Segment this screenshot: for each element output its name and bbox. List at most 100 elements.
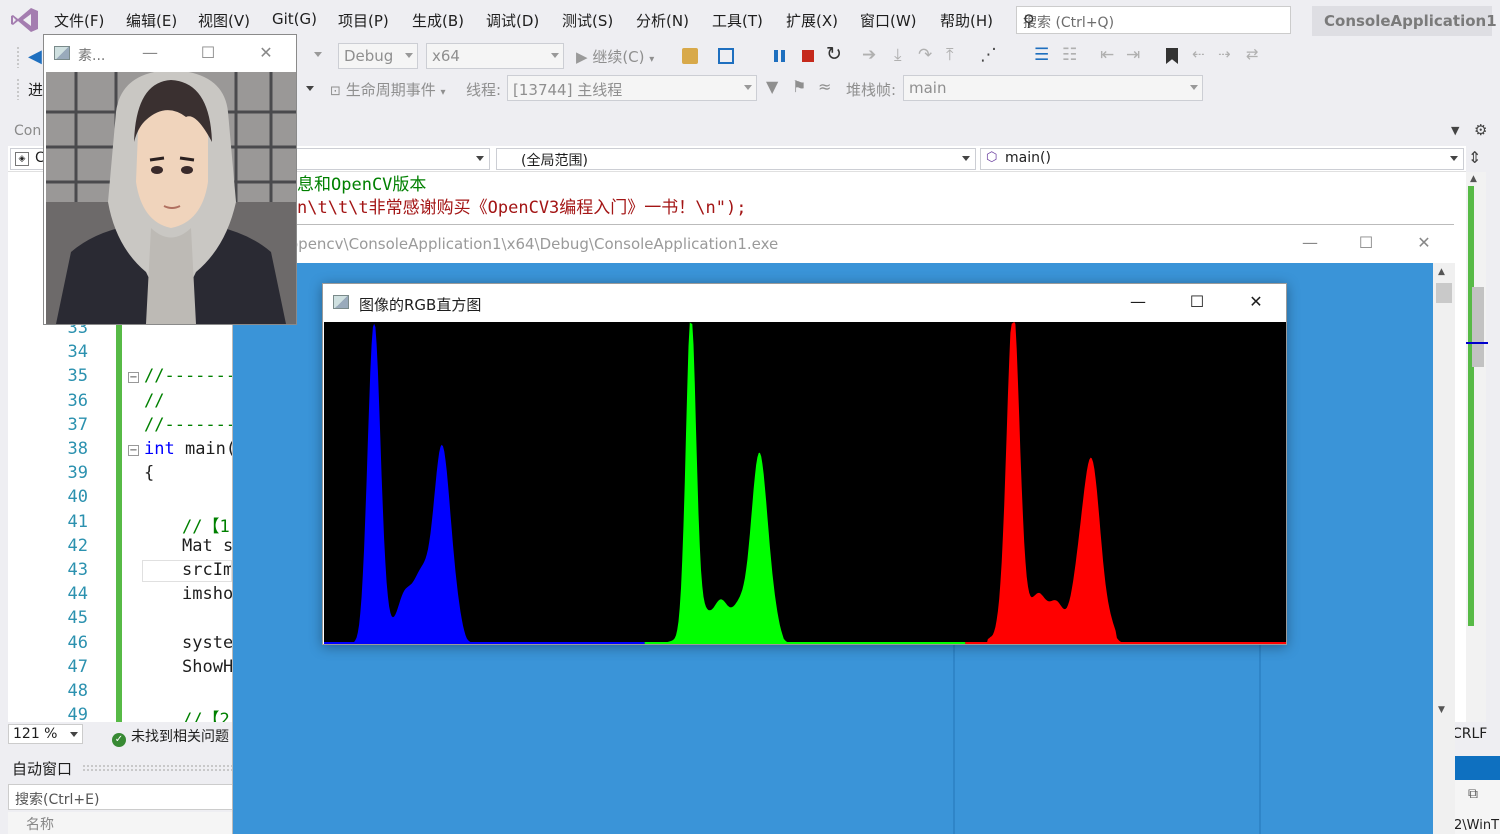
line-number: 39 [67, 463, 88, 484]
code-line-fragment: 息和OpenCV版本 [297, 175, 427, 195]
menu-item[interactable]: 项目(P) [338, 12, 389, 30]
autos-search-input[interactable]: 搜索(Ctrl+E) [8, 784, 234, 810]
right-panel-content [1454, 780, 1500, 834]
histogram-window[interactable]: 图像的RGB直方图 — ☐ ✕ [322, 283, 1287, 645]
visual-studio-logo-icon[interactable] [10, 6, 40, 34]
menu-item[interactable]: 分析(N) [636, 12, 689, 30]
console-divider [1259, 643, 1261, 834]
filter-icon[interactable]: ▼ [766, 77, 779, 96]
next-bookmark-icon[interactable]: ⇢ [1218, 45, 1231, 63]
fold-toggle-icon[interactable]: − [128, 372, 139, 384]
member-nav-value: main() [1005, 150, 1051, 166]
restart-icon[interactable]: ↻ [826, 43, 842, 65]
find-icon[interactable] [682, 48, 698, 64]
hot-reload-icon[interactable] [718, 48, 734, 64]
scroll-thumb[interactable] [1436, 283, 1452, 303]
step-out-icon[interactable]: ⤒ [946, 45, 954, 65]
code-line: //【1 [182, 516, 230, 537]
close-button[interactable]: ✕ [1417, 233, 1431, 252]
uncomment-icon[interactable]: ☷ [1062, 45, 1078, 65]
config-select[interactable]: Debug [338, 43, 418, 69]
menu-item[interactable]: 帮助(H) [940, 12, 993, 30]
line-number: 43 [67, 560, 88, 580]
zoom-select[interactable]: 121 % [8, 724, 83, 744]
show-next-statement-icon[interactable]: ➔ [862, 45, 877, 65]
menu-item[interactable]: 视图(V) [198, 12, 250, 30]
console-title-bar[interactable]: opencv\ConsoleApplication1\x64\Debug\Con… [233, 225, 1455, 263]
menu-item[interactable]: 文件(F) [54, 12, 105, 30]
threads-icon[interactable]: ≈ [818, 77, 832, 96]
platform-select[interactable]: x64 [426, 43, 564, 69]
search-icon: ⚲ [1023, 11, 1035, 30]
source-image-window[interactable]: 素... — ☐ ✕ [43, 34, 297, 325]
source-window-title-bar[interactable]: 素... — ☐ ✕ [44, 35, 296, 72]
menu-item[interactable]: 生成(B) [412, 12, 464, 30]
maximize-button[interactable]: ☐ [1189, 292, 1205, 311]
outdent-icon[interactable]: ⇥ [1126, 45, 1141, 65]
autos-grip[interactable] [82, 764, 232, 772]
histogram-window-title: 图像的RGB直方图 [359, 296, 482, 314]
clear-bookmarks-icon[interactable]: ⇄ [1246, 45, 1259, 63]
lifecycle-events-button[interactable]: ⊡ 生命周期事件 ▾ [330, 79, 446, 100]
right-panel-tab[interactable] [1454, 756, 1500, 780]
menu-item[interactable]: 工具(T) [712, 12, 763, 30]
scroll-up-icon[interactable]: ▲ [1470, 174, 1477, 184]
close-button[interactable]: ✕ [1249, 292, 1263, 311]
debug-location-toolbar: 进 ⊡ 生命周期事件 ▾ 线程: [13744] 主线程 ▼ ⚑ ≈ 堆栈帧: … [0, 72, 1500, 104]
scope-nav-select[interactable]: (全局范围) [496, 148, 976, 170]
chevron-down-icon[interactable] [314, 52, 322, 57]
maximize-button[interactable]: ☐ [200, 43, 216, 62]
gear-icon[interactable]: ⚙ [1474, 121, 1488, 139]
menu-item[interactable]: 测试(S) [562, 12, 614, 30]
line-number: 45 [67, 608, 88, 629]
editor-vertical-scrollbar[interactable]: ▲ [1466, 172, 1488, 722]
indent-icon[interactable]: ⇤ [1100, 45, 1115, 65]
stop-icon[interactable] [802, 50, 814, 62]
menu-item[interactable]: 调试(D) [486, 12, 540, 30]
bookmark-icon[interactable] [1166, 48, 1178, 64]
scroll-up-icon[interactable]: ▲ [1438, 267, 1445, 277]
config-value: Debug [344, 47, 394, 65]
search-input[interactable]: 搜索 (Ctrl+Q) ⚲ [1016, 6, 1291, 34]
hex-display-icon[interactable]: ⋰ [980, 45, 997, 65]
close-button[interactable]: ✕ [259, 43, 273, 62]
line-number: 48 [67, 681, 88, 701]
minimize-button[interactable]: — [1302, 233, 1318, 252]
issues-indicator[interactable]: ✓ 未找到相关问题 [112, 726, 229, 747]
menu-item[interactable]: 扩展(X) [786, 12, 838, 30]
histogram-title-bar[interactable]: 图像的RGB直方图 — ☐ ✕ [323, 284, 1286, 322]
prev-bookmark-icon[interactable]: ⇠ [1192, 45, 1205, 63]
step-over-icon[interactable]: ↷ [918, 45, 933, 65]
menu-item[interactable]: Git(G) [272, 10, 317, 28]
flag-icon[interactable]: ⚑ [792, 77, 807, 96]
document-tab[interactable]: Con [14, 123, 42, 139]
fold-toggle-icon[interactable]: − [128, 445, 139, 456]
scroll-down-icon[interactable]: ▼ [1438, 705, 1445, 715]
member-nav-select[interactable]: ⬡ main() [980, 148, 1464, 170]
dock-icon[interactable]: ⧉ [1468, 786, 1478, 802]
toolbar-grip[interactable] [16, 46, 20, 68]
stackframe-select[interactable]: main [903, 75, 1203, 101]
continue-button[interactable]: ▶ 继续(C) ▾ [576, 46, 654, 67]
menu-item[interactable]: 窗口(W) [860, 12, 917, 30]
console-vertical-scrollbar[interactable]: ▲ ▼ [1433, 263, 1455, 834]
scroll-thumb[interactable] [1472, 287, 1484, 367]
split-icon[interactable]: ⇕ [1468, 148, 1482, 167]
toolbar-grip[interactable] [16, 78, 20, 100]
line-ending-indicator[interactable]: CRLF [1452, 726, 1488, 742]
menu-item[interactable]: 编辑(E) [126, 12, 178, 30]
histogram-series-blue [324, 323, 645, 644]
step-into-icon[interactable]: ⤓ [894, 45, 902, 65]
back-icon[interactable]: ◀ [28, 46, 42, 67]
project-nav-value: C [35, 150, 45, 166]
minimize-button[interactable]: — [1130, 292, 1146, 311]
thread-select[interactable]: [13744] 主线程 [507, 75, 757, 101]
minimize-button[interactable]: — [142, 43, 158, 62]
maximize-button[interactable]: ☐ [1358, 233, 1374, 252]
chevron-down-icon[interactable] [306, 86, 314, 91]
code-line: int main( [144, 439, 236, 459]
tab-list-icon[interactable]: ▼ [1451, 124, 1460, 137]
code-line: //------- [144, 414, 237, 435]
pause-icon[interactable] [774, 50, 778, 62]
toggle-comment-icon[interactable]: ☰ [1034, 45, 1050, 65]
